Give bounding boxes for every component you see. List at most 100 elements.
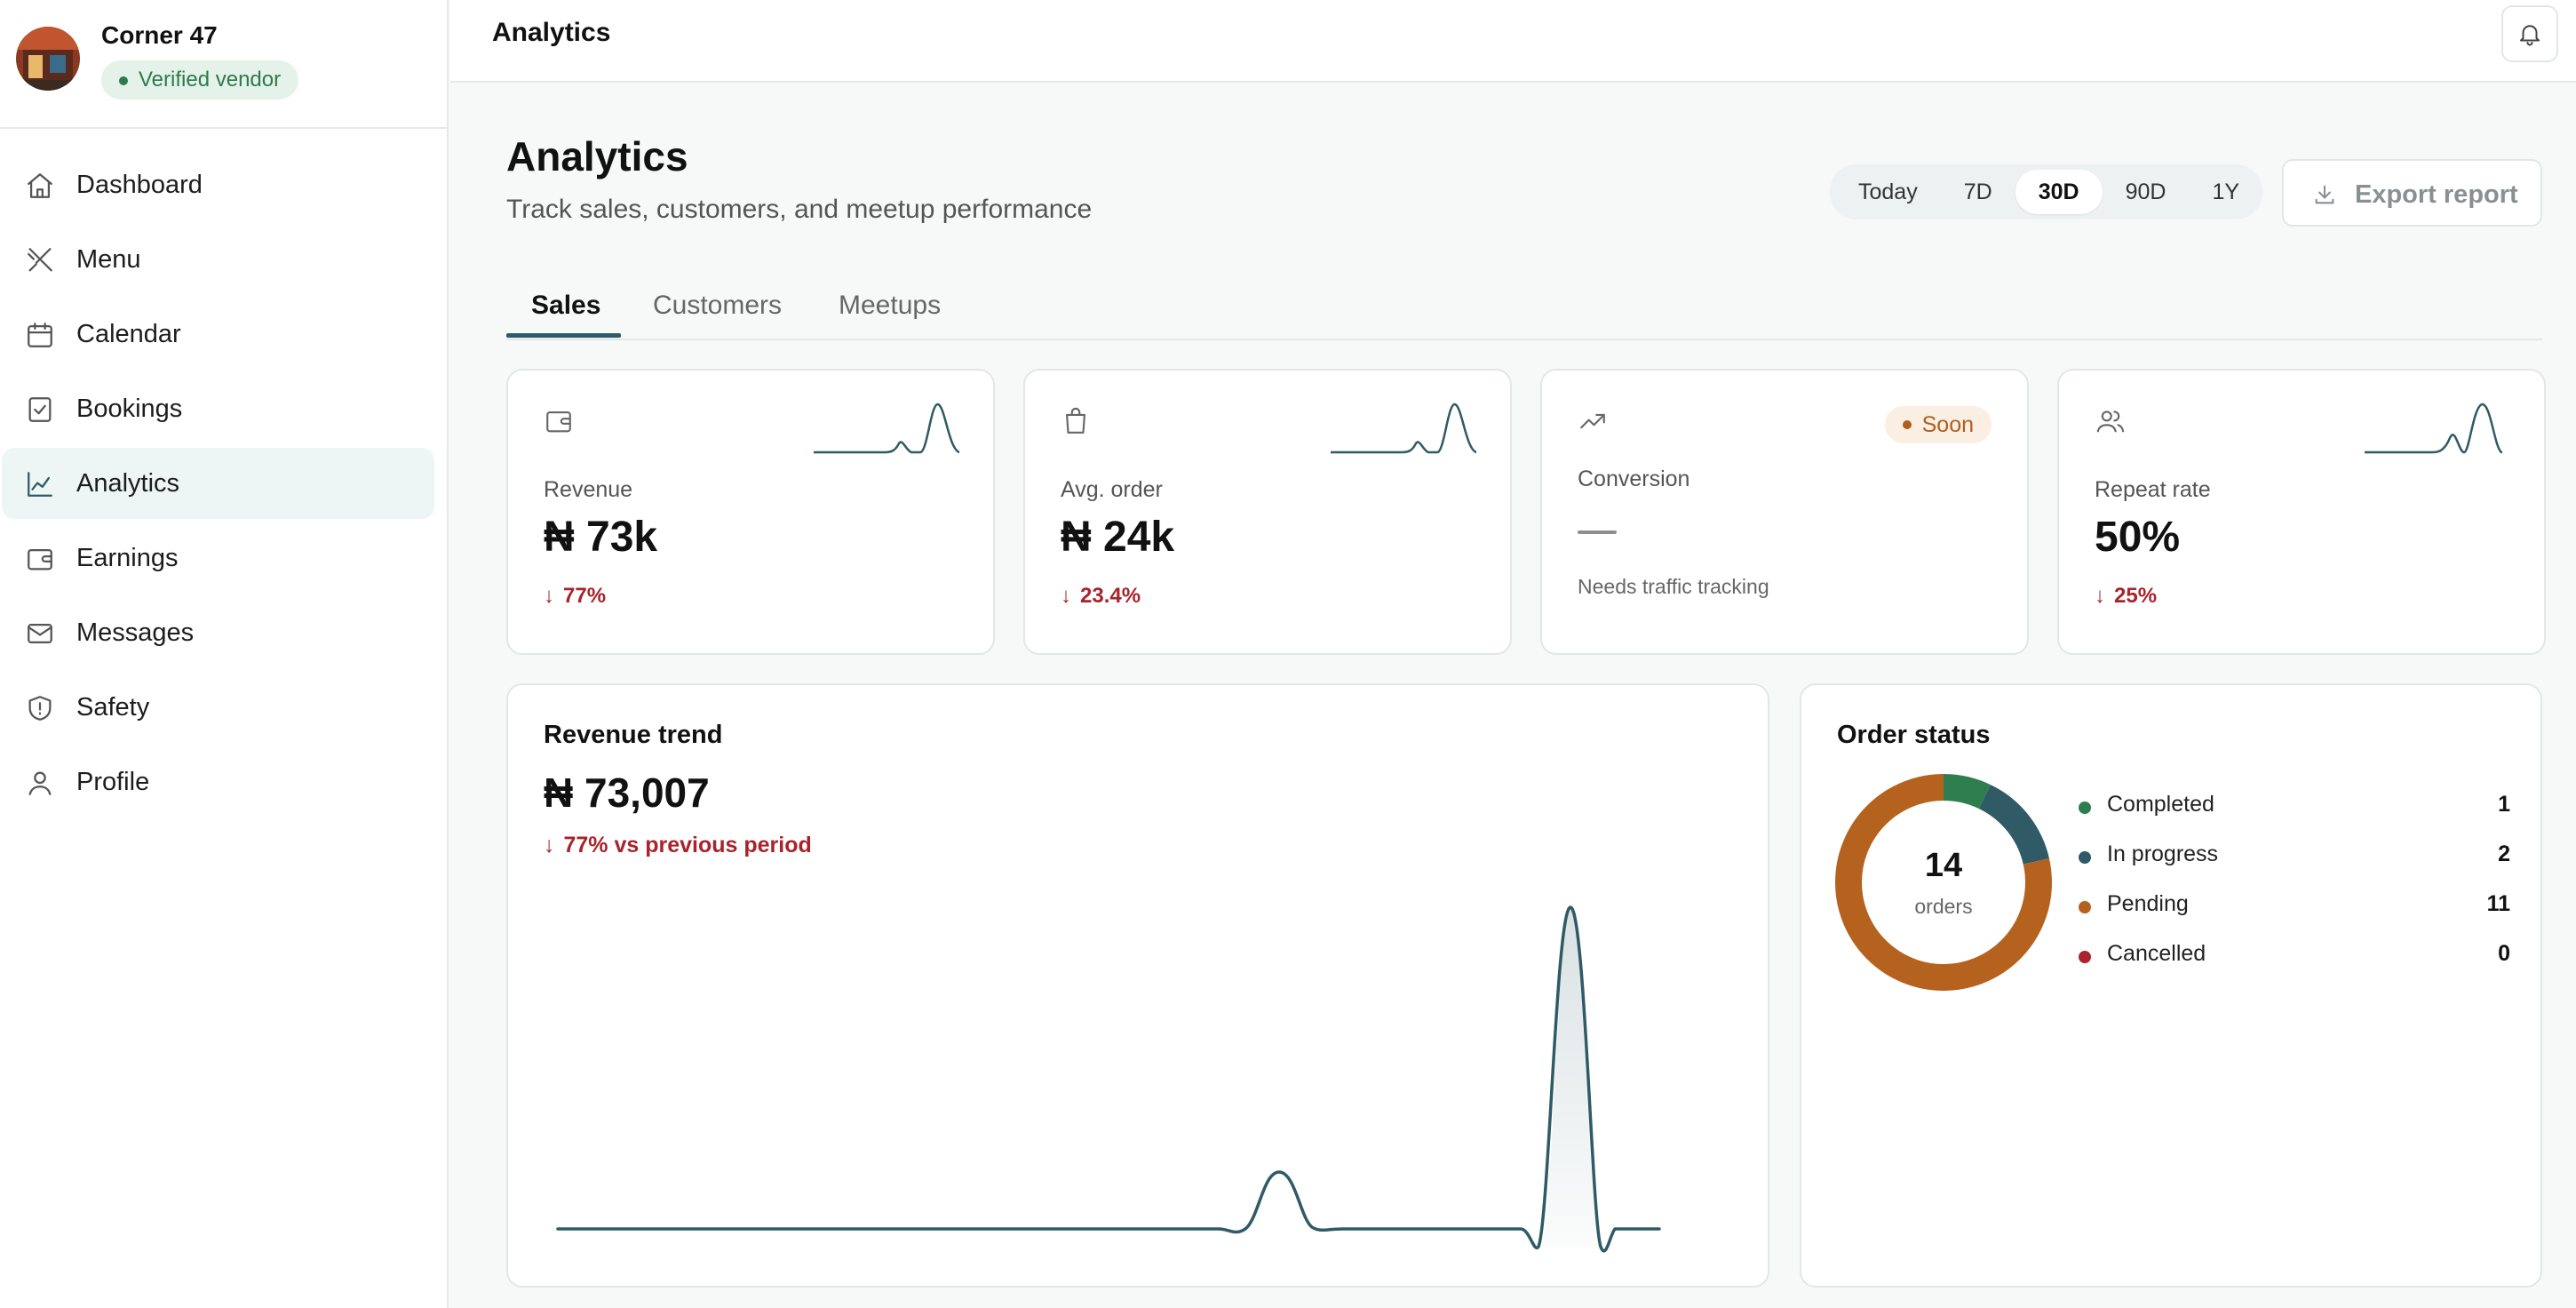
wallet-icon bbox=[546, 411, 571, 433]
order-status-title: Order status bbox=[1837, 721, 1991, 749]
range-today-button[interactable]: Today bbox=[1858, 179, 1918, 204]
arrow-down-icon: ↓ bbox=[544, 584, 554, 608]
sidebar-item-label: Menu bbox=[76, 244, 141, 274]
bell-icon bbox=[2520, 25, 2540, 46]
revenue-sparkline bbox=[814, 403, 959, 454]
order-status-donut bbox=[1835, 774, 2052, 991]
sidebar-item-calendar[interactable]: Calendar bbox=[2, 299, 434, 370]
kpi-delta: ↓ 25% bbox=[2095, 584, 2157, 609]
coming-soon-badge: Soon bbox=[1884, 406, 1992, 443]
active-tab-indicator bbox=[506, 333, 621, 338]
legend-count: 0 bbox=[2498, 941, 2510, 966]
kpi-delta-value: 77% bbox=[563, 584, 607, 608]
legend-row-pending: Pending 11 bbox=[2079, 891, 2510, 941]
export-report-button[interactable]: Export report bbox=[2282, 159, 2542, 227]
sidebar-item-messages[interactable]: Messages bbox=[2, 597, 434, 668]
kpi-value-placeholder bbox=[1578, 530, 1617, 534]
legend-count: 2 bbox=[2498, 841, 2510, 866]
user-icon bbox=[28, 771, 52, 795]
kpi-value: ₦ 24k bbox=[1061, 514, 1175, 561]
notifications-button[interactable] bbox=[2501, 5, 2558, 62]
vendor-name: Corner 47 bbox=[101, 21, 218, 49]
range-30d-button[interactable]: 30D bbox=[2015, 170, 2103, 214]
kpi-value: ₦ 73k bbox=[544, 514, 658, 561]
top-bar: Analytics bbox=[450, 0, 2576, 83]
legend-count: 1 bbox=[2498, 792, 2510, 817]
sidebar-item-menu[interactable]: Menu bbox=[2, 224, 434, 295]
mail-icon bbox=[28, 623, 52, 644]
download-icon bbox=[2315, 185, 2334, 204]
revenue-trend-delta: ↓ 77% vs previous period bbox=[544, 833, 812, 858]
vendor-header: Corner 47 Verified vendor bbox=[0, 0, 447, 129]
sidebar-item-label: Dashboard bbox=[76, 170, 203, 199]
range-7d-button[interactable]: 7D bbox=[1963, 179, 1992, 204]
kpi-label: Avg. order bbox=[1061, 477, 1163, 502]
tab-meetups[interactable]: Meetups bbox=[839, 291, 942, 320]
trending-up-icon bbox=[1580, 413, 1605, 429]
arrow-down-icon: ↓ bbox=[2095, 584, 2105, 608]
analytics-tabs: Sales Customers Meetups bbox=[506, 278, 2542, 340]
revenue-trend-title: Revenue trend bbox=[544, 721, 723, 749]
sidebar: Corner 47 Verified vendor Dashboard Menu… bbox=[0, 0, 449, 1308]
kpi-card-avg-order: Avg. order ₦ 24k ↓ 23.4% bbox=[1023, 369, 1512, 655]
order-status-card: Order status 14 orders Completed 1 In pr… bbox=[1800, 683, 2542, 1288]
sidebar-item-label: Safety bbox=[76, 692, 150, 722]
users-icon bbox=[2096, 411, 2125, 433]
sidebar-item-label: Messages bbox=[76, 618, 195, 647]
kpi-card-conversion: Soon Conversion Needs traffic tracking bbox=[1540, 369, 2029, 655]
kpi-label: Revenue bbox=[544, 477, 633, 502]
sidebar-item-label: Profile bbox=[76, 767, 150, 796]
status-dot bbox=[2079, 851, 2091, 864]
kpi-value: 50% bbox=[2095, 514, 2181, 561]
order-status-legend: Completed 1 In progress 2 Pending 11 Can… bbox=[2079, 792, 2510, 991]
revenue-trend-chart bbox=[556, 905, 1661, 1253]
kpi-delta: ↓ 77% bbox=[544, 584, 606, 609]
vendor-avatar[interactable] bbox=[16, 27, 80, 91]
home-icon bbox=[28, 173, 52, 198]
kpi-note: Needs traffic tracking bbox=[1578, 575, 1769, 598]
kpi-delta-value: 23.4% bbox=[1080, 584, 1141, 608]
page-title: Analytics bbox=[506, 133, 688, 179]
shopping-bag-icon bbox=[1066, 407, 1085, 434]
sidebar-item-earnings[interactable]: Earnings bbox=[2, 522, 434, 594]
legend-label: Cancelled bbox=[2107, 941, 2206, 966]
order-total-caption: orders bbox=[1914, 895, 1973, 918]
sidebar-item-bookings[interactable]: Bookings bbox=[2, 373, 434, 444]
range-1y-button[interactable]: 1Y bbox=[2212, 179, 2240, 204]
status-dot bbox=[2079, 802, 2091, 814]
legend-label: Completed bbox=[2107, 792, 2214, 817]
legend-row-in-progress: In progress 2 bbox=[2079, 841, 2510, 891]
legend-row-completed: Completed 1 bbox=[2079, 792, 2510, 841]
topbar-title: Analytics bbox=[492, 18, 611, 47]
kpi-card-revenue: Revenue ₦ 73k ↓ 77% bbox=[506, 369, 995, 655]
kpi-label: Conversion bbox=[1578, 467, 1690, 491]
arrow-down-icon: ↓ bbox=[544, 833, 555, 857]
sidebar-item-profile[interactable]: Profile bbox=[2, 746, 434, 818]
chart-line-icon bbox=[28, 472, 52, 497]
status-dot bbox=[2079, 901, 2091, 913]
range-90d-button[interactable]: 90D bbox=[2125, 179, 2167, 204]
clipboard-check-icon bbox=[28, 397, 52, 422]
tab-customers[interactable]: Customers bbox=[653, 291, 783, 320]
kpi-delta: ↓ 23.4% bbox=[1061, 584, 1141, 609]
sidebar-item-label: Analytics bbox=[76, 468, 180, 498]
tab-sales[interactable]: Sales bbox=[531, 291, 601, 320]
revenue-trend-value: ₦ 73,007 bbox=[544, 770, 710, 816]
sidebar-item-label: Bookings bbox=[76, 394, 183, 423]
date-range-selector: Today 7D 30D 90D 1Y bbox=[1830, 164, 2262, 219]
status-dot bbox=[2079, 951, 2091, 963]
shield-icon bbox=[28, 696, 52, 721]
page-subtitle: Track sales, customers, and meetup perfo… bbox=[506, 195, 1093, 224]
sidebar-item-safety[interactable]: Safety bbox=[2, 672, 434, 743]
order-total: 14 bbox=[1924, 847, 1963, 884]
sidebar-nav: Dashboard Menu Calendar Bookings Analyti… bbox=[0, 149, 449, 821]
calendar-icon bbox=[28, 323, 52, 347]
legend-row-cancelled: Cancelled 0 bbox=[2079, 941, 2510, 991]
repeat-rate-sparkline bbox=[2365, 403, 2503, 454]
kpi-label: Repeat rate bbox=[2095, 477, 2211, 502]
sidebar-item-label: Calendar bbox=[76, 319, 181, 348]
sidebar-item-dashboard[interactable]: Dashboard bbox=[2, 149, 434, 220]
sidebar-item-analytics[interactable]: Analytics bbox=[2, 448, 434, 519]
kpi-delta-value: 25% bbox=[2114, 584, 2158, 608]
wallet-icon bbox=[28, 548, 52, 570]
